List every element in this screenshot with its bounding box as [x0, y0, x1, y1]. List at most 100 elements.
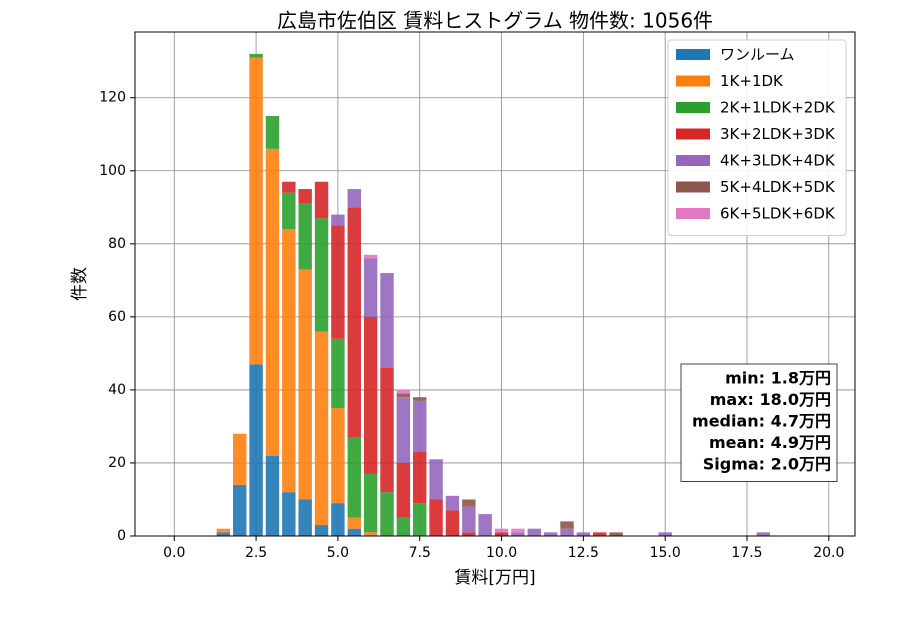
- bar-segment: [314, 218, 329, 332]
- bar-segment: [331, 225, 345, 339]
- bar-segment: [658, 532, 672, 536]
- bar-segment: [216, 532, 231, 536]
- x-tick-label: 7.5: [409, 545, 431, 561]
- bar-segment: [560, 521, 574, 529]
- bar-segment: [413, 452, 427, 504]
- bar-segment: [543, 532, 558, 536]
- legend-box: [667, 39, 847, 236]
- bar-segment: [576, 532, 591, 536]
- bar-segment: [445, 495, 460, 511]
- bar-segment: [462, 532, 476, 536]
- bar-segment: [478, 514, 492, 536]
- bar-segment: [429, 459, 443, 500]
- y-axis-label: 件数: [70, 267, 90, 301]
- bar-segment: [331, 338, 345, 409]
- bar-segment: [331, 503, 345, 536]
- x-tick-label: 12.5: [568, 545, 599, 561]
- bar-segment: [347, 517, 361, 529]
- bar-segment: [314, 181, 329, 219]
- bar-segment: [347, 528, 361, 536]
- bar-segment: [413, 400, 427, 452]
- bar-segment: [380, 492, 394, 536]
- bar-segment: [233, 484, 247, 536]
- bar-segment: [347, 207, 361, 438]
- legend-label: 4K+3LDK+4DK: [720, 152, 836, 170]
- stats-box-frame: [680, 363, 838, 482]
- bar-segment: [282, 181, 296, 193]
- bar-segment: [298, 499, 312, 536]
- bar-segment: [216, 528, 231, 533]
- legend-label: 2K+1LDK+2DK: [720, 99, 836, 117]
- y-tick-label: 60: [108, 309, 126, 325]
- bar-segment: [249, 57, 263, 365]
- bar-segment: [314, 525, 329, 536]
- bar-segment: [233, 433, 247, 485]
- y-tick-label: 20: [108, 455, 126, 471]
- legend-swatch: [676, 49, 710, 60]
- bar-segment: [396, 389, 411, 394]
- x-tick-label: 20.0: [813, 545, 844, 561]
- y-tick-label: 40: [108, 382, 126, 398]
- chart-title: 広島市佐伯区 賃料ヒストグラム 物件数: 1056件: [277, 9, 713, 33]
- legend-swatch: [676, 128, 710, 140]
- bar-segment: [282, 229, 296, 493]
- bar-segment: [363, 316, 378, 474]
- legend-label: 6K+5LDK+6DK: [720, 205, 836, 223]
- bar-segment: [265, 148, 280, 456]
- x-tick-label: 0.0: [163, 545, 185, 561]
- stats-box: min: 1.8万円 max: 18.0万円 median: 4.7万円 mean: …: [680, 363, 838, 482]
- bar-segment: [331, 408, 345, 504]
- y-tick-label: 120: [99, 90, 126, 106]
- stats-line: max: 18.0万円: [710, 390, 831, 409]
- x-tick-label: 17.5: [731, 545, 762, 561]
- bar-segment: [756, 532, 771, 536]
- bar-segment: [282, 492, 296, 536]
- legend-swatch: [676, 75, 710, 87]
- bar-segment: [494, 528, 509, 533]
- bar-segment: [396, 517, 411, 536]
- bar-segment: [298, 203, 312, 270]
- bar-segment: [396, 393, 411, 398]
- x-axis-label: 賃料[万円]: [454, 568, 535, 588]
- x-tick-label: 10.0: [486, 545, 517, 561]
- bar-segment: [413, 503, 427, 536]
- stats-line: min: 1.8万円: [725, 369, 831, 388]
- legend-label: 5K+4LDK+5DK: [720, 178, 836, 196]
- legend-swatch: [676, 208, 710, 219]
- bar-segment: [462, 499, 476, 507]
- bar-segment: [265, 116, 280, 149]
- x-tick-label: 5.0: [327, 545, 349, 561]
- bar-segment: [265, 455, 280, 536]
- bar-segment: [331, 214, 345, 226]
- stats-line: Sigma: 2.0万円: [703, 455, 831, 474]
- legend-swatch: [676, 181, 710, 193]
- bar-segment: [363, 473, 378, 533]
- bar-segment: [462, 506, 476, 533]
- y-tick-label: 100: [99, 163, 126, 179]
- x-tick-label: 2.5: [245, 545, 267, 561]
- legend-label: 1K+1DK: [720, 72, 784, 90]
- ticks-layer: 0.0 2.5 5.0 7.5 10.0 12.5 15.0 17.5 20.0 0 20 40 60 8…: [99, 90, 844, 561]
- bar-segment: [511, 528, 525, 533]
- bar-segment: [511, 532, 525, 536]
- bar-segment: [609, 532, 623, 536]
- stats-line: mean: 4.9万円: [709, 433, 831, 452]
- bar-segment: [396, 462, 411, 518]
- bar-segment: [363, 532, 378, 536]
- legend: ワンルーム 1K+1DK 2K+1LDK+2DK 3K+2LDK+3DK 4K+3LDK…: [667, 39, 847, 236]
- bar-segment: [560, 528, 574, 536]
- bar-segment: [298, 269, 312, 500]
- y-tick-label: 0: [117, 528, 126, 544]
- bar-segment: [396, 397, 411, 463]
- bar-segment: [282, 192, 296, 230]
- bar-segment: [347, 437, 361, 518]
- bar-segment: [314, 331, 329, 526]
- legend-label: 3K+2LDK+3DK: [720, 125, 836, 143]
- legend-label: ワンルーム: [720, 46, 795, 64]
- legend-swatch: [676, 102, 710, 113]
- bar-segment: [363, 254, 378, 259]
- bar-segment: [527, 528, 541, 536]
- bar-segment: [593, 532, 607, 536]
